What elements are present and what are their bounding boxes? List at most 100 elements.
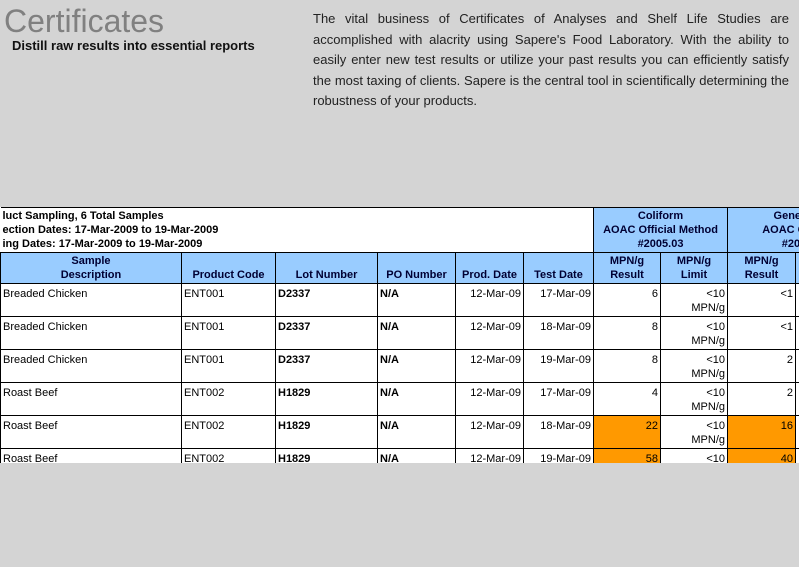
cell [795,349,799,383]
text: Test Date [534,269,583,281]
text: <10 [706,387,726,399]
text: #200 [781,238,799,250]
cell: D2337 [275,316,378,350]
cell: <1 [727,316,797,350]
cell: ENT001 [181,316,276,350]
text: Prod. Date [461,269,517,281]
text: Result [744,269,779,281]
text: Sample [71,255,111,267]
cell: 2 [727,349,797,383]
cell: 12-Mar-09 [455,415,524,449]
text: <10 [706,321,726,333]
text: MPN/g [691,335,726,347]
cell: Breaded Chicken [0,283,182,317]
cell: 12-Mar-09 [455,283,524,317]
text: ection Dates: 17-Mar-2009 to 19-Mar-2009 [2,224,219,236]
cell: 12-Mar-09 [455,448,524,463]
data-row: Breaded Chicken ENT001 D2337 N/A 12-Mar-09 19… [0,349,799,383]
text: Lot Number [295,269,358,281]
cell [795,415,799,449]
text: ing Dates: 17-Mar-2009 to 19-Mar-2009 [2,238,203,250]
cell: 17-Mar-09 [523,382,594,416]
text: MPN/g [691,302,726,314]
text: Coliform [637,210,684,222]
cell: H1829 [275,448,378,463]
cell: 12-Mar-09 [455,382,524,416]
column-header: Test Date [523,252,594,284]
column-header: MPN/g Limit [659,252,729,284]
data-row: Roast Beef ENT002 H1829 N/A 12-Mar-09 19-Mar-… [0,448,799,463]
text: Result [610,269,644,281]
text: Product Code [192,269,265,281]
cell: <10 MPN/g [659,349,729,383]
subtitle: Distill raw results into essential repor… [12,38,255,53]
cell: 12-Mar-09 [455,349,524,383]
title: Certificates [4,3,165,39]
cell: 18-Mar-09 [523,316,594,350]
text: Generic [773,210,799,222]
cell: ENT002 [181,382,276,416]
cell: H1829 [275,382,378,416]
cell: D2337 [275,349,378,383]
cell: Breaded Chicken [0,316,182,350]
cell: 4 [593,382,661,416]
text: <10 [706,288,726,300]
column-header [795,252,799,284]
cell: <10 MPN/g [659,382,729,416]
text: AOAC Offici [762,224,799,236]
text: Limit [680,269,708,281]
cell [795,382,799,416]
cell: 6 [593,283,661,317]
cell: 22 [593,415,661,449]
cell: 8 [593,316,661,350]
cell: <10 MPN/g [659,283,729,317]
cell: <1 [727,283,797,317]
cell: Roast Beef [0,382,182,416]
cell: N/A [377,382,456,416]
column-header: Sample Description [0,252,182,284]
cell: 16 [727,415,797,449]
cell: Roast Beef [0,448,182,463]
text: Description [60,269,122,281]
text: MPN/g [691,434,726,446]
text: #2005.03 [637,238,684,250]
text: PO Number [386,269,447,281]
cell: H1829 [275,415,378,449]
cell: ENT001 [181,283,276,317]
text: MPN/g [691,368,726,380]
info-row: luct Sampling, 6 Total Samples ection Dat… [0,207,799,253]
info-cell: luct Sampling, 6 Total Samples ection Dat… [0,207,594,253]
text: MPN/g [744,255,779,267]
cell: 19-Mar-09 [523,349,594,383]
cell: 17-Mar-09 [523,283,594,317]
column-header: Prod. Date [455,252,524,284]
cell: 18-Mar-09 [523,415,594,449]
cell: 58 [593,448,661,463]
column-header-row: Sample Description Product Code Lot Number P… [0,252,799,284]
column-header: PO Number [377,252,456,284]
cell [795,283,799,317]
cell: ENT002 [181,448,276,463]
cell: <10 MPN/g [659,316,729,350]
cell: N/A [377,316,456,350]
method-header: Generic AOAC Offici #200 [727,207,799,253]
cell: 40 [727,448,797,463]
text: <10 [706,354,726,366]
text: MPN/g [691,401,726,413]
column-header: MPN/g Result [593,252,661,284]
cell: N/A [377,283,456,317]
text: MPN/g [676,255,712,267]
text: <10 [706,420,726,432]
cell: N/A [377,448,456,463]
column-header: MPN/g Result [727,252,797,284]
cell: 8 [593,349,661,383]
cell: 12-Mar-09 [455,316,524,350]
cell: ENT002 [181,415,276,449]
cell: N/A [377,415,456,449]
cell: N/A [377,349,456,383]
cell: Roast Beef [0,415,182,449]
column-header: Product Code [181,252,276,284]
data-row: Roast Beef ENT002 H1829 N/A 12-Mar-09 17-Mar-… [0,382,799,416]
